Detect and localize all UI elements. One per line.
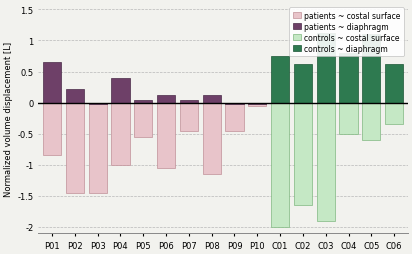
- Bar: [134, 103, 152, 137]
- Bar: [248, 103, 267, 104]
- Bar: [316, 34, 335, 103]
- Bar: [362, 103, 380, 140]
- Bar: [385, 65, 403, 103]
- Bar: [203, 95, 221, 103]
- Bar: [43, 103, 61, 156]
- Bar: [248, 103, 267, 106]
- Bar: [111, 78, 129, 103]
- Bar: [157, 95, 175, 103]
- Bar: [316, 103, 335, 221]
- Bar: [385, 103, 403, 125]
- Bar: [66, 90, 84, 103]
- Bar: [271, 57, 289, 103]
- Bar: [271, 103, 289, 227]
- Bar: [203, 103, 221, 174]
- Bar: [89, 103, 107, 193]
- Bar: [66, 103, 84, 193]
- Bar: [225, 103, 243, 131]
- Y-axis label: Normalized volume displacement [L]: Normalized volume displacement [L]: [4, 41, 13, 196]
- Bar: [89, 103, 107, 104]
- Bar: [157, 103, 175, 168]
- Bar: [111, 103, 129, 165]
- Bar: [43, 63, 61, 103]
- Bar: [180, 100, 198, 103]
- Bar: [294, 65, 312, 103]
- Bar: [339, 103, 358, 134]
- Bar: [294, 103, 312, 205]
- Bar: [339, 54, 358, 103]
- Bar: [180, 103, 198, 131]
- Legend: patients ~ costal surface, patients ~ diaphragm, controls ~ costal surface, cont: patients ~ costal surface, patients ~ di…: [289, 8, 404, 57]
- Bar: [362, 35, 380, 103]
- Bar: [134, 100, 152, 103]
- Bar: [225, 103, 243, 104]
